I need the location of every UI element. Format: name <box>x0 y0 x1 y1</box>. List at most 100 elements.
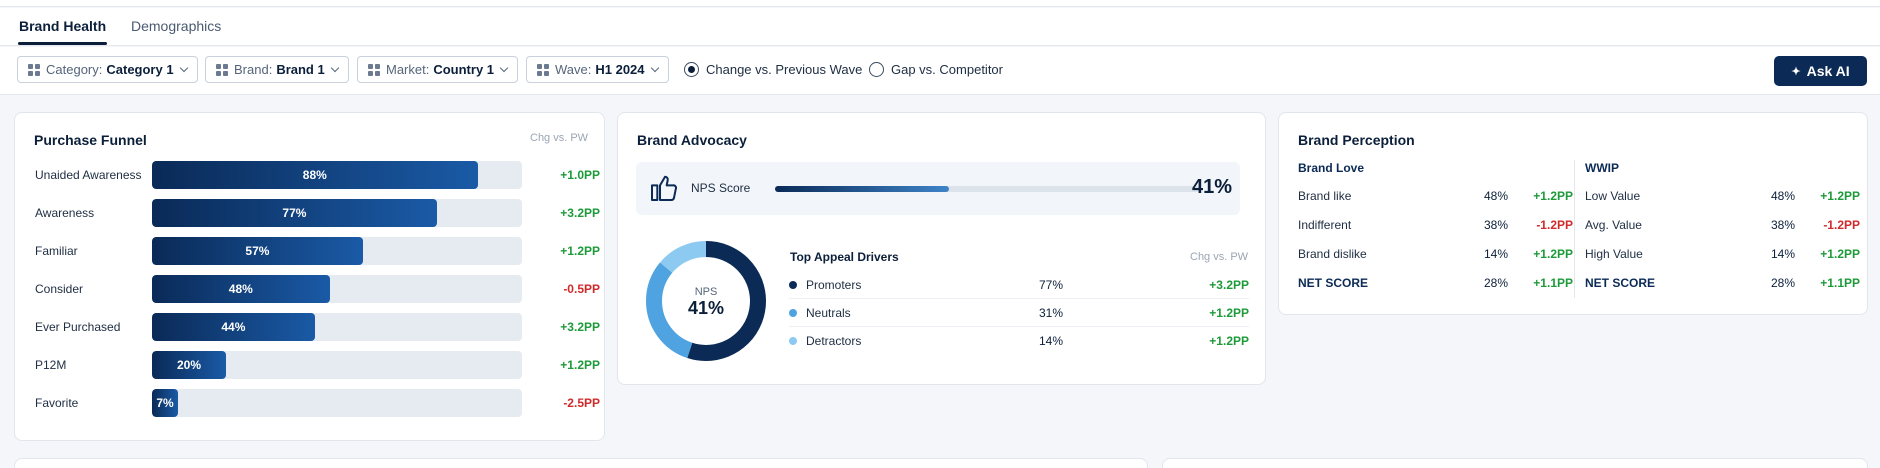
funnel-change: +1.0PP <box>560 168 600 182</box>
funnel-bar-track: 77% <box>152 199 522 227</box>
driver-row: Promoters 77% +3.2PP <box>789 272 1249 299</box>
purchase-funnel-card: Purchase Funnel Chg vs. PW Unaided Aware… <box>14 112 605 441</box>
filter-label: Brand: <box>234 62 273 77</box>
funnel-label: Ever Purchased <box>35 320 121 334</box>
funnel-change: -2.5PP <box>563 396 600 410</box>
grid-icon <box>537 63 549 76</box>
driver-label: Promoters <box>806 278 862 292</box>
grid-icon <box>368 63 380 76</box>
perception-change: +1.2PP <box>1820 189 1860 203</box>
brand-advocacy-card: Brand Advocacy NPS Score 41% NPS 41% Top… <box>617 112 1266 385</box>
perception-change: +1.2PP <box>1533 189 1573 203</box>
funnel-bar-track: 57% <box>152 237 522 265</box>
tab-bar: Brand Health Demographics <box>0 8 1880 46</box>
market-filter[interactable]: Market: Country 1 <box>357 56 519 83</box>
perception-row: Indifferent 38% -1.2PP <box>1298 210 1578 239</box>
tab-demographics[interactable]: Demographics <box>131 18 222 34</box>
perception-change: +1.1PP <box>1820 276 1860 290</box>
brand-filter[interactable]: Brand: Brand 1 <box>205 56 349 83</box>
bottom-card-right <box>1162 458 1868 468</box>
funnel-change: +3.2PP <box>560 320 600 334</box>
nps-donut-chart <box>646 241 766 361</box>
funnel-bar: 48% <box>152 275 330 303</box>
funnel-change: +1.2PP <box>560 244 600 258</box>
category-filter[interactable]: Category: Category 1 <box>17 56 198 83</box>
driver-value: 14% <box>1038 334 1063 348</box>
perception-row: Avg. Value 38% -1.2PP <box>1585 210 1865 239</box>
chevron-down-icon <box>179 63 188 72</box>
funnel-bar-track: 20% <box>152 351 522 379</box>
filter-value: H1 2024 <box>595 62 645 77</box>
brand-advocacy-title: Brand Advocacy <box>637 132 747 148</box>
perception-change: +1.1PP <box>1533 276 1573 290</box>
funnel-change: +3.2PP <box>560 206 600 220</box>
perception-label: Low Value <box>1585 189 1641 203</box>
perception-value: 14% <box>1483 247 1508 261</box>
radio-unselected-icon <box>869 62 884 77</box>
driver-row: Neutrals 31% +1.2PP <box>789 300 1249 327</box>
driver-label: Detractors <box>806 334 862 348</box>
donut-value: 41% <box>687 298 725 318</box>
perception-value: 38% <box>1770 218 1795 232</box>
funnel-row: Consider 48% -0.5PP <box>15 275 615 303</box>
legend-dot-icon <box>789 309 797 317</box>
nps-score-box: NPS Score 41% <box>636 162 1240 215</box>
driver-value: 31% <box>1038 306 1063 320</box>
funnel-row: Ever Purchased 44% +3.2PP <box>15 313 615 341</box>
perception-label: High Value <box>1585 247 1643 261</box>
driver-change: +3.2PP <box>1209 278 1249 292</box>
wave-filter[interactable]: Wave: H1 2024 <box>526 56 669 83</box>
funnel-bar-track: 88% <box>152 161 522 189</box>
perception-label: NET SCORE <box>1585 276 1656 290</box>
funnel-row: P12M 20% +1.2PP <box>15 351 615 379</box>
filter-value: Country 1 <box>433 62 495 77</box>
perception-label: Indifferent <box>1298 218 1352 232</box>
perception-column-title: Brand Love <box>1298 161 1365 175</box>
perception-label: Avg. Value <box>1585 218 1642 232</box>
perception-label: Brand dislike <box>1298 247 1367 261</box>
perception-value: 28% <box>1770 276 1795 290</box>
chevron-down-icon <box>650 63 659 72</box>
funnel-label: Awareness <box>35 206 95 220</box>
ask-ai-button[interactable]: ✦ Ask AI <box>1774 56 1867 86</box>
perception-change: +1.2PP <box>1820 247 1860 261</box>
brand-perception-title: Brand Perception <box>1298 132 1415 148</box>
bottom-card-left <box>14 458 1148 468</box>
perception-row: NET SCORE 28% +1.1PP <box>1298 268 1578 297</box>
perception-value: 38% <box>1483 218 1508 232</box>
perception-row: NET SCORE 28% +1.1PP <box>1585 268 1865 297</box>
change-vs-previous-wave-radio[interactable]: Change vs. Previous Wave <box>684 62 862 77</box>
nps-score-fill <box>775 186 949 192</box>
funnel-label: Consider <box>35 282 84 296</box>
driver-change: +1.2PP <box>1209 306 1249 320</box>
purchase-funnel-title: Purchase Funnel <box>34 132 147 148</box>
funnel-bar: 44% <box>152 313 315 341</box>
gap-vs-competitor-radio[interactable]: Gap vs. Competitor <box>869 62 1003 77</box>
perception-value: 14% <box>1770 247 1795 261</box>
ask-ai-label: Ask AI <box>1806 63 1850 79</box>
perception-value: 48% <box>1770 189 1795 203</box>
funnel-bar-track: 7% <box>152 389 522 417</box>
legend-dot-icon <box>789 337 797 345</box>
thumbs-up-icon <box>651 175 678 201</box>
perception-label: Brand like <box>1298 189 1352 203</box>
filter-label: Market: <box>386 62 430 77</box>
driver-change: +1.2PP <box>1209 334 1249 348</box>
tab-brand-health[interactable]: Brand Health <box>17 18 108 45</box>
perception-value: 48% <box>1483 189 1508 203</box>
grid-icon <box>28 63 40 76</box>
filter-value: Brand 1 <box>276 62 325 77</box>
funnel-label: Familiar <box>35 244 78 258</box>
funnel-bar: 77% <box>152 199 437 227</box>
grid-icon <box>216 63 228 76</box>
funnel-change: +1.2PP <box>560 358 600 372</box>
funnel-row: Familiar 57% +1.2PP <box>15 237 615 265</box>
wwip-column: WWIP Low Value 48% +1.2PP Avg. Value 38% -1.2P… <box>1585 161 1865 297</box>
funnel-label: P12M <box>35 358 67 372</box>
filter-label: Wave: <box>555 62 592 77</box>
sparkle-icon: ✦ <box>1791 65 1801 78</box>
funnel-bar: 7% <box>152 389 178 417</box>
nps-score-track <box>775 186 1199 192</box>
funnel-change: -0.5PP <box>563 282 600 296</box>
chg-header: Chg vs. PW <box>530 132 589 144</box>
